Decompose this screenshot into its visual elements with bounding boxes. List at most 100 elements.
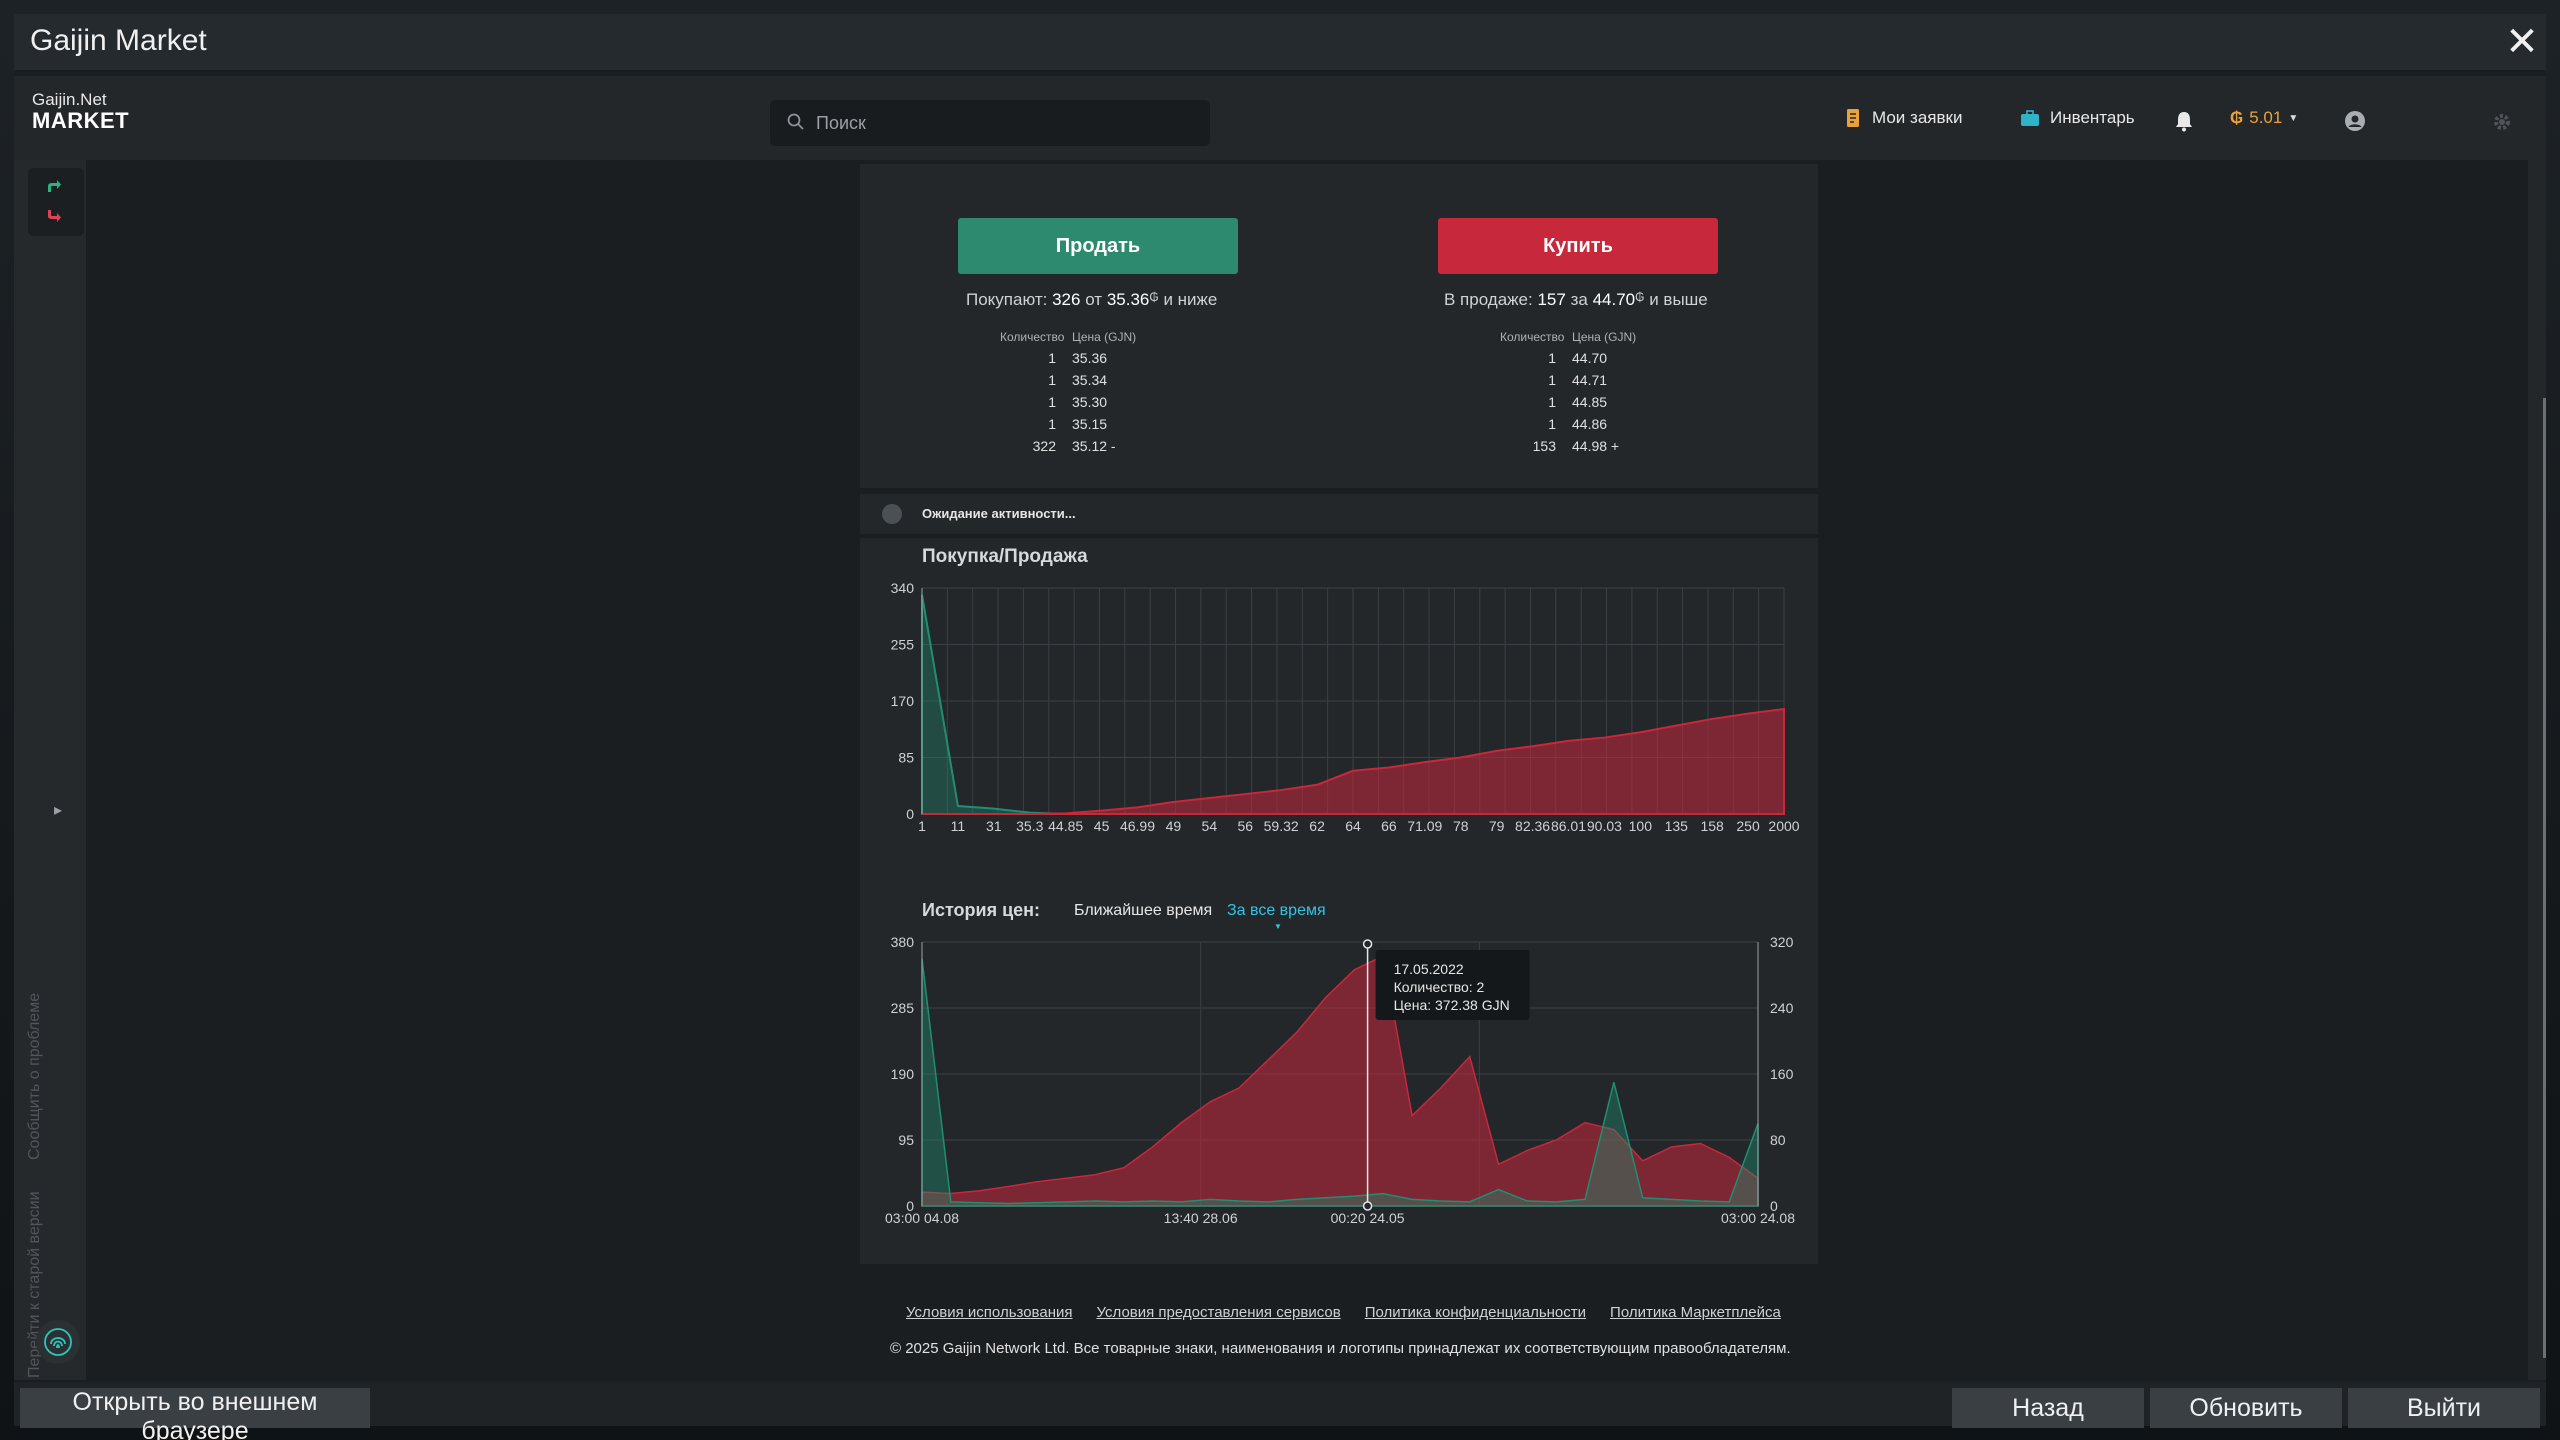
table-row: 1 44.85	[1548, 394, 1608, 410]
logo-small[interactable]: Gaijin.Net	[32, 90, 107, 109]
x-tick-label: 45	[1094, 818, 1110, 834]
order-book: Продать Купить Покупают: 326 от 35.36₲ и…	[860, 164, 1818, 488]
x-tick-label: 158	[1700, 818, 1724, 834]
trend-down-icon	[48, 210, 61, 222]
y-tick-label: 0	[906, 1198, 914, 1214]
user-avatar-icon[interactable]	[2344, 110, 2366, 132]
tab-all-time[interactable]: За все время	[1227, 902, 1326, 919]
y2-tick-label: 320	[1770, 934, 1794, 950]
column-header-qty: Количество	[1000, 330, 1065, 344]
x-tick-label: 13:40 28.06	[1164, 1210, 1238, 1226]
table-row: 322 35.12 -	[1032, 438, 1116, 454]
table-row: 153 44.98 +	[1532, 438, 1620, 454]
clock-icon	[882, 504, 902, 524]
services-link[interactable]: Условия предоставления сервисов	[1096, 1304, 1341, 1321]
briefcase-icon	[2021, 110, 2039, 126]
inventory-button[interactable]: Инвентарь	[2020, 108, 2135, 128]
x-tick-label: 49	[1166, 818, 1182, 834]
x-tick-label: 66	[1381, 818, 1397, 834]
close-icon[interactable]: ✕	[2505, 20, 2539, 64]
my-orders-button[interactable]: Мои заявки	[1844, 108, 1962, 128]
x-tick-label: 250	[1736, 818, 1760, 834]
x-tick-label: 82.36	[1515, 818, 1550, 834]
gjn-coin-icon: ₲	[1635, 290, 1645, 304]
balance-value: 5.01	[2249, 108, 2283, 127]
search-box[interactable]	[770, 100, 1210, 146]
report-problem-link[interactable]: Сообщить о проблеме	[26, 992, 43, 1160]
x-tick-label: 78	[1453, 818, 1469, 834]
balance-dropdown[interactable]: ₲ 5.01 ▼	[2230, 108, 2298, 128]
x-tick-label: 00:20 24.05	[1331, 1210, 1405, 1226]
y2-tick-label: 80	[1770, 1132, 1786, 1148]
chevron-right-icon[interactable]: ▸	[54, 802, 63, 819]
table-row: 1 35.30	[1048, 394, 1108, 410]
marketplace-policy-link[interactable]: Политика Маркетплейса	[1610, 1304, 1781, 1321]
tooltip-qty: Количество: 2	[1394, 979, 1485, 995]
x-tick-label: 1	[918, 818, 926, 834]
gear-icon[interactable]	[2492, 112, 2512, 132]
y-tick-label: 190	[891, 1066, 915, 1082]
sell-depth-area	[922, 707, 1785, 815]
exit-button[interactable]: Выйти	[2348, 1388, 2540, 1428]
refresh-button[interactable]: Обновить	[2150, 1388, 2342, 1428]
buy-orders-summary: Покупают: 326 от 35.36₲ и ниже	[966, 290, 1218, 309]
bell-icon[interactable]	[2174, 110, 2194, 132]
crosshair-point	[1362, 1201, 1373, 1211]
y2-tick-label: 0	[1770, 1198, 1778, 1214]
y-tick-label: 85	[898, 750, 914, 766]
market-header: Gaijin.Net MARKET Мои заявки Инвентарь ₲…	[14, 76, 2546, 160]
history-title: История цен:	[922, 900, 1041, 920]
x-tick-label: 03:00 04.08	[885, 1210, 959, 1226]
table-row: 1 35.36	[1048, 350, 1108, 366]
open-external-button[interactable]: Открыть во внешнем браузере	[20, 1388, 370, 1440]
tooltip-date: 17.05.2022	[1394, 961, 1464, 977]
x-tick-label: 62	[1309, 818, 1325, 834]
depth-chart-title: Покупка/Продажа	[922, 546, 1088, 567]
x-tick-label: 86.01	[1551, 818, 1586, 834]
crosshair-point	[1362, 939, 1373, 949]
fingerprint-icon[interactable]	[36, 1320, 80, 1364]
scrollbar-thumb[interactable]	[2543, 398, 2546, 1358]
x-tick-label: 31	[986, 818, 1002, 834]
logo-market[interactable]: MARKET	[32, 108, 130, 133]
back-button[interactable]: Назад	[1952, 1388, 2144, 1428]
x-tick-label: 35.3	[1016, 818, 1043, 834]
x-tick-label: 46.99	[1120, 818, 1155, 834]
tooltip-price: Цена: 372.38 GJN	[1394, 997, 1510, 1013]
x-tick-label: 100	[1629, 818, 1653, 834]
table-row: 1 44.70	[1548, 350, 1608, 366]
y-tick-label: 380	[891, 934, 915, 950]
title-bar: Gaijin Market ✕	[14, 14, 2546, 70]
column-header-qty: Количество	[1500, 330, 1565, 344]
copyright: © 2025 Gaijin Network Ltd. Все товарные …	[890, 1340, 1791, 1357]
sell-button[interactable]: Продать	[958, 218, 1238, 274]
column-header-price: Цена (GJN)	[1572, 330, 1637, 344]
x-tick-label: 90.03	[1587, 818, 1622, 834]
price-trend-widget[interactable]	[28, 168, 84, 236]
x-tick-label: 56	[1237, 818, 1253, 834]
y2-tick-label: 160	[1770, 1066, 1794, 1082]
tab-recent[interactable]: Ближайшее время	[1074, 902, 1213, 919]
gjn-coin-icon: ₲	[2230, 108, 2244, 127]
table-row: 1 35.15	[1048, 416, 1108, 432]
table-row: 1 44.71	[1548, 372, 1608, 388]
privacy-link[interactable]: Политика конфиденциальности	[1364, 1304, 1587, 1321]
x-tick-label: 54	[1202, 818, 1218, 834]
terms-link[interactable]: Условия использования	[906, 1304, 1073, 1321]
table-row: 1 35.34	[1048, 372, 1108, 388]
price-history-chart[interactable]: 0 0 95 80 190 160 285 240 380 320 03:00 04.08 13:40…	[860, 926, 1818, 1256]
column-header-price: Цена (GJN)	[1072, 330, 1137, 344]
y-tick-label: 255	[891, 637, 915, 653]
orders-icon	[1847, 109, 1859, 127]
search-input[interactable]	[816, 100, 1196, 146]
chevron-down-icon: ▼	[2288, 112, 2299, 124]
activity-text: Ожидание активности...	[922, 506, 1076, 521]
left-sidebar: ▸ Сообщить о проблеме Перейти к старой в…	[14, 160, 86, 1380]
x-tick-label: 135	[1665, 818, 1689, 834]
inventory-label: Инвентарь	[2050, 108, 2135, 127]
buy-button[interactable]: Купить	[1438, 218, 1718, 274]
x-tick-label: 79	[1489, 818, 1505, 834]
scrollbar-track[interactable]	[2528, 160, 2546, 1380]
y-tick-label: 285	[891, 1000, 915, 1016]
